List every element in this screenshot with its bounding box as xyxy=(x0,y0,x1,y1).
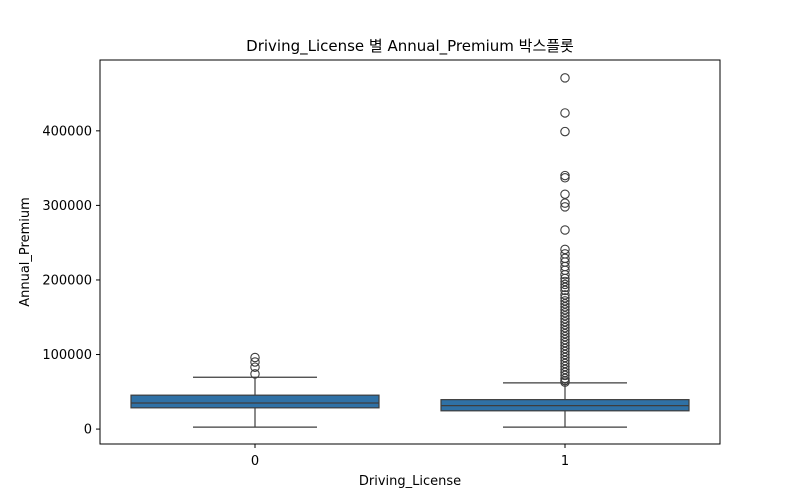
outlier-point xyxy=(560,377,570,387)
y-tick-label-2: 200000 xyxy=(42,273,92,288)
outlier-point xyxy=(560,279,570,290)
outlier-point xyxy=(560,73,570,83)
outlier-point xyxy=(560,173,570,183)
outlier-point xyxy=(560,282,570,293)
chart-title: Driving_License 별 Annual_Premium 박스플롯 xyxy=(246,37,574,56)
box-group-0 xyxy=(130,352,380,428)
outlier-point xyxy=(560,285,570,296)
y-tick-label-0: 0 xyxy=(84,423,92,438)
outlier-point xyxy=(560,269,570,280)
outlier-point xyxy=(560,126,570,137)
box-iqr xyxy=(130,394,380,409)
y-tick-label-1: 100000 xyxy=(42,348,92,363)
outlier-point xyxy=(250,357,260,367)
y-axis-label: Annual_Premium xyxy=(18,197,33,307)
outlier-point xyxy=(560,198,570,208)
outlier-point xyxy=(560,170,570,181)
y-tick-label-3: 300000 xyxy=(42,199,92,214)
plot-area-frame xyxy=(99,59,721,445)
outlier-point xyxy=(560,189,570,199)
outlier-point xyxy=(560,370,570,381)
box-group-1 xyxy=(440,73,690,428)
y-tick-label-4: 400000 xyxy=(42,124,92,139)
outlier-point xyxy=(560,225,570,235)
box-series xyxy=(130,73,690,428)
y-axis: 0 100000 200000 300000 400000 xyxy=(42,124,100,438)
outlier-point xyxy=(560,202,570,212)
outlier-point xyxy=(250,362,260,372)
outlier-point xyxy=(560,373,570,384)
outlier-point xyxy=(250,369,260,379)
outlier-point xyxy=(560,108,570,118)
x-axis-label: Driving_License xyxy=(359,474,461,489)
outlier-point xyxy=(250,352,260,363)
x-tick-label-1: 1 xyxy=(561,454,569,469)
x-tick-label-0: 0 xyxy=(251,454,259,469)
